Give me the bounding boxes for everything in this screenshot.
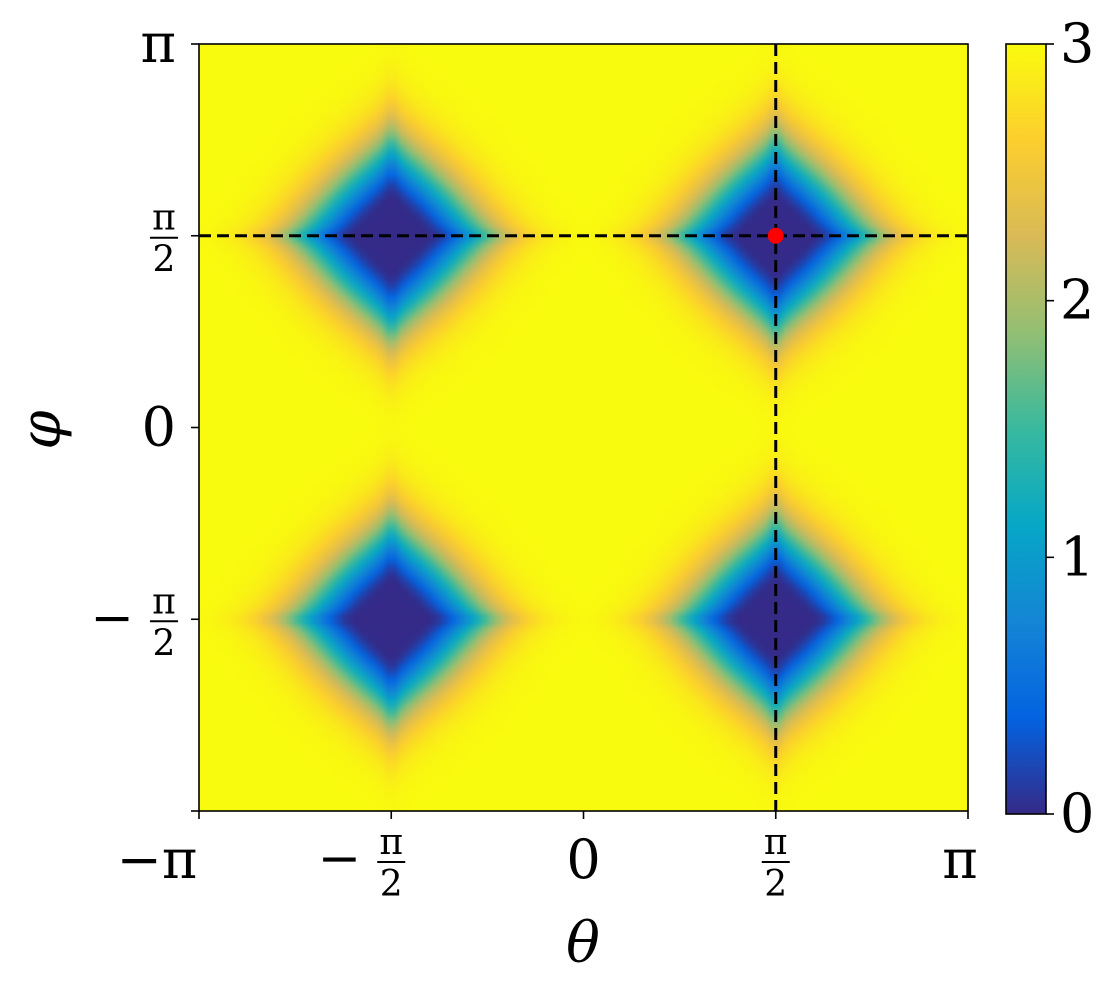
y-tick-label: π2 <box>150 198 178 281</box>
x-tick-label: 0 <box>566 828 600 891</box>
x-tick-label-sign: − <box>318 829 362 889</box>
y-tick-label-numerator: π <box>152 198 176 239</box>
y-tick-label-numerator: π <box>152 581 176 622</box>
reference-lines <box>199 44 968 811</box>
colorbar-tick-label: 1 <box>1060 525 1094 588</box>
colorbar-ticks: 0 1 2 3 <box>1046 12 1094 845</box>
colorbar <box>1005 43 1047 815</box>
y-tick-label-denominator: 2 <box>153 240 176 281</box>
x-tick-label-numerator: π <box>764 822 788 863</box>
colorbar-tick-label: 2 <box>1060 269 1094 332</box>
y-tick-label: π <box>141 12 177 75</box>
highlight-marker <box>767 227 784 244</box>
y-axis-label: φ <box>9 410 74 449</box>
x-tick-label-numerator: π <box>379 822 403 863</box>
y-tick-label: 0 <box>142 396 176 459</box>
y-tick-label-sign: − <box>90 588 134 648</box>
colorbar-tick-label: 0 <box>1060 782 1094 845</box>
colorbar-tick-label: 3 <box>1060 12 1094 75</box>
x-tick-label: π2 <box>761 822 790 905</box>
y-tick-label-denominator: 2 <box>153 623 176 664</box>
x-axis-label: θ <box>566 911 600 976</box>
x-tick-label-denominator: 2 <box>764 864 787 905</box>
x-tick-label-denominator: 2 <box>380 864 403 905</box>
heatmap-image <box>199 44 968 811</box>
x-tick-label: π <box>942 828 978 891</box>
x-tick-label: −π <box>117 828 198 891</box>
y-tick-label: − π2 <box>90 581 178 664</box>
x-axis-ticks: −π − π2 0 π2 π <box>117 811 978 905</box>
x-tick-label: − π2 <box>318 822 406 905</box>
